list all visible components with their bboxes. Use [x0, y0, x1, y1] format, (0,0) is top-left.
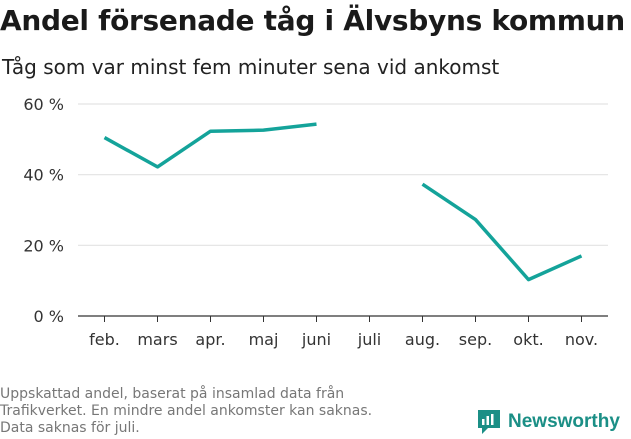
series-lines: [103, 122, 583, 282]
x-axis-ticks: [104, 316, 582, 322]
line-chart: 0 % 20 % 40 % 60 % feb. mars apr. maj juni juli a…: [23, 95, 608, 349]
series-line-segment: [421, 182, 583, 282]
footnote-line: Trafikverket. En mindre andel ankomster …: [0, 403, 373, 419]
newsworthy-logo-icon: [478, 410, 500, 434]
y-tick-label: 20 %: [23, 236, 64, 255]
chart-title: Andel försenade tåg i Älvsbyns kommun: [0, 4, 625, 37]
y-axis-tick-labels: 0 % 20 % 40 % 60 %: [23, 95, 64, 326]
footnote: Uppskattad andel, baserat på insamlad da…: [0, 386, 440, 437]
x-tick-label: aug.: [405, 330, 440, 349]
chart-subtitle: Tåg som var minst fem minuter sena vid a…: [2, 55, 500, 79]
x-tick-label: okt.: [513, 330, 543, 349]
x-tick-label: mars: [137, 330, 177, 349]
brand-logo: Newsworthy: [476, 408, 620, 436]
x-tick-label: sep.: [459, 330, 492, 349]
x-tick-label: nov.: [565, 330, 598, 349]
gridlines: [78, 103, 608, 317]
x-tick-label: juli: [357, 330, 381, 349]
x-tick-label: feb.: [89, 330, 120, 349]
series-line-segment: [103, 122, 317, 169]
x-axis-tick-labels: feb. mars apr. maj juni juli aug. sep. okt. nov.: [89, 330, 598, 349]
x-tick-label: juni: [301, 330, 331, 349]
x-tick-label: apr.: [195, 330, 225, 349]
footnote-line: Uppskattad andel, baserat på insamlad da…: [0, 386, 345, 402]
brand-name: Newsworthy: [508, 411, 620, 432]
y-tick-label: 40 %: [23, 166, 64, 185]
y-tick-label: 0 %: [34, 307, 64, 326]
x-tick-label: maj: [249, 330, 279, 349]
y-tick-label: 60 %: [23, 95, 64, 114]
footnote-line: Data saknas för juli.: [0, 420, 140, 436]
